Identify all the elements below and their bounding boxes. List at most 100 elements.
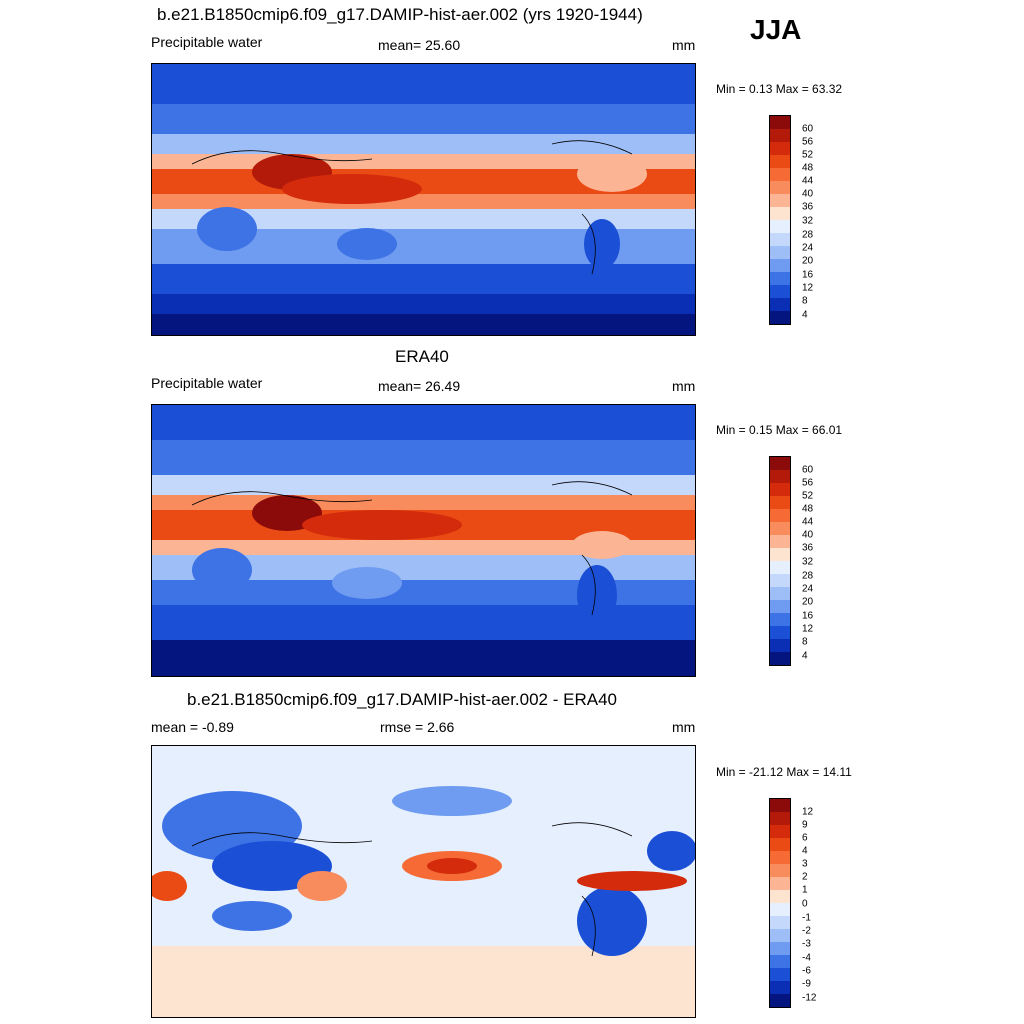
- panel3-mean: mean = -0.89: [151, 719, 234, 735]
- colorbar-tick-label: -6: [802, 965, 811, 977]
- colorbar-swatch: [769, 311, 791, 325]
- colorbar-swatch: [769, 168, 791, 181]
- colorbar-swatch: [769, 522, 791, 535]
- colorbar-swatch: [769, 272, 791, 285]
- colorbar-tick-label: 40: [802, 188, 814, 200]
- panel3-minmax: Min = -21.12 Max = 14.11: [716, 765, 852, 779]
- colorbar-tick-label: 8: [802, 636, 808, 648]
- colorbar-swatch: [769, 942, 791, 955]
- colorbar-swatch: [769, 483, 791, 496]
- colorbar-swatch: [769, 798, 791, 812]
- panel2-map: [151, 404, 696, 677]
- colorbar-tick-label: 16: [802, 610, 814, 622]
- panel3-title: b.e21.B1850cmip6.f09_g17.DAMIP-hist-aer.…: [187, 690, 617, 709]
- panel1-mean: mean= 25.60: [378, 37, 461, 53]
- colorbar-swatch: [769, 877, 791, 890]
- colorbar-tick-label: 2: [802, 871, 808, 883]
- colorbar-tick-label: 52: [802, 149, 814, 161]
- colorbar-swatch: [769, 639, 791, 652]
- panel3-map-field: [152, 746, 695, 1017]
- panel2-title: ERA40: [395, 347, 449, 366]
- panel1-variable-label: Precipitable water: [151, 34, 263, 50]
- panel3-map: [151, 745, 696, 1018]
- colorbar-swatch: [769, 194, 791, 207]
- colorbar-swatch: [769, 298, 791, 311]
- season-label: JJA: [750, 14, 802, 45]
- colorbar-swatch: [769, 561, 791, 574]
- colorbar-tick-label: 60: [802, 464, 814, 476]
- colorbar-tick-label: 24: [802, 583, 814, 595]
- colorbar-tick-label: 52: [802, 490, 814, 502]
- panel2-minmax: Min = 0.15 Max = 66.01: [716, 423, 843, 437]
- colorbar-swatch: [769, 812, 791, 825]
- colorbar-swatch: [769, 994, 791, 1008]
- colorbar-swatch: [769, 548, 791, 561]
- colorbar-tick-label: -4: [802, 952, 811, 964]
- colorbar-tick-label: 48: [802, 162, 814, 174]
- colorbar-tick-label: 24: [802, 242, 814, 254]
- panel2-mean: mean= 26.49: [378, 378, 461, 394]
- colorbar-tick-label: 12: [802, 282, 814, 294]
- colorbar-tick-label: 48: [802, 503, 814, 515]
- colorbar-tick-label: 32: [802, 215, 814, 227]
- panel1-minmax: Min = 0.13 Max = 63.32: [716, 82, 843, 96]
- colorbar-swatch: [769, 509, 791, 522]
- colorbar-swatch: [769, 207, 791, 220]
- colorbar-tick-label: -2: [802, 925, 811, 937]
- colorbar-tick-label: 12: [802, 623, 814, 635]
- panel3-colorbar: [769, 798, 791, 1008]
- colorbar-tick-label: 4: [802, 309, 808, 321]
- colorbar-tick-label: 9: [802, 819, 808, 831]
- colorbar-swatch: [769, 496, 791, 509]
- colorbar-tick-label: 12: [802, 806, 814, 818]
- colorbar-swatch: [769, 115, 791, 129]
- colorbar-tick-label: 44: [802, 175, 814, 187]
- panel1-colorbar: [769, 115, 791, 325]
- panel3-colorbar-labels: 12 9 6 4 3 2 1 0 -1 -2 -3 -4 -6 -9 -12: [802, 798, 842, 1011]
- colorbar-tick-label: 4: [802, 650, 808, 662]
- colorbar-swatch: [769, 864, 791, 877]
- colorbar-swatch: [769, 587, 791, 600]
- colorbar-tick-label: 20: [802, 596, 814, 608]
- colorbar-swatch: [769, 955, 791, 968]
- colorbar-swatch: [769, 981, 791, 994]
- colorbar-tick-label: 4: [802, 845, 808, 857]
- colorbar-tick-label: 8: [802, 295, 808, 307]
- colorbar-tick-label: -12: [802, 992, 817, 1004]
- panel3-rmse: rmse = 2.66: [380, 719, 455, 735]
- colorbar-swatch: [769, 456, 791, 470]
- panel1-units: mm: [672, 37, 696, 53]
- colorbar-swatch: [769, 155, 791, 168]
- colorbar-swatch: [769, 600, 791, 613]
- colorbar-tick-label: 40: [802, 529, 814, 541]
- colorbar-swatch: [769, 285, 791, 298]
- colorbar-tick-label: -3: [802, 938, 811, 950]
- colorbar-swatch: [769, 626, 791, 639]
- colorbar-swatch: [769, 220, 791, 233]
- panel1-title: b.e21.B1850cmip6.f09_g17.DAMIP-hist-aer.…: [157, 5, 643, 24]
- colorbar-tick-label: 36: [802, 201, 814, 213]
- panel2-variable-label: Precipitable water: [151, 375, 263, 391]
- panel2-colorbar-labels: 60 56 52 48 44 40 36 32 28 24 20 16 12 8…: [802, 456, 842, 669]
- colorbar-swatch: [769, 652, 791, 666]
- colorbar-tick-label: 20: [802, 255, 814, 267]
- colorbar-swatch: [769, 890, 791, 903]
- colorbar-tick-label: 6: [802, 832, 808, 844]
- colorbar-swatch: [769, 968, 791, 981]
- colorbar-swatch: [769, 574, 791, 587]
- colorbar-swatch: [769, 246, 791, 259]
- colorbar-swatch: [769, 181, 791, 194]
- colorbar-swatch: [769, 142, 791, 155]
- panel2-units: mm: [672, 378, 696, 394]
- colorbar-tick-label: 1: [802, 884, 808, 896]
- colorbar-swatch: [769, 470, 791, 483]
- colorbar-swatch: [769, 903, 791, 916]
- panel2-colorbar: [769, 456, 791, 666]
- colorbar-tick-label: -9: [802, 978, 811, 990]
- panel1-colorbar-labels: 60 56 52 48 44 40 36 32 28 24 20 16 12 8…: [802, 115, 842, 328]
- colorbar-tick-label: 28: [802, 229, 814, 241]
- colorbar-tick-label: -1: [802, 912, 811, 924]
- panel3-units: mm: [672, 719, 696, 735]
- colorbar-tick-label: 44: [802, 516, 814, 528]
- colorbar-tick-label: 36: [802, 542, 814, 554]
